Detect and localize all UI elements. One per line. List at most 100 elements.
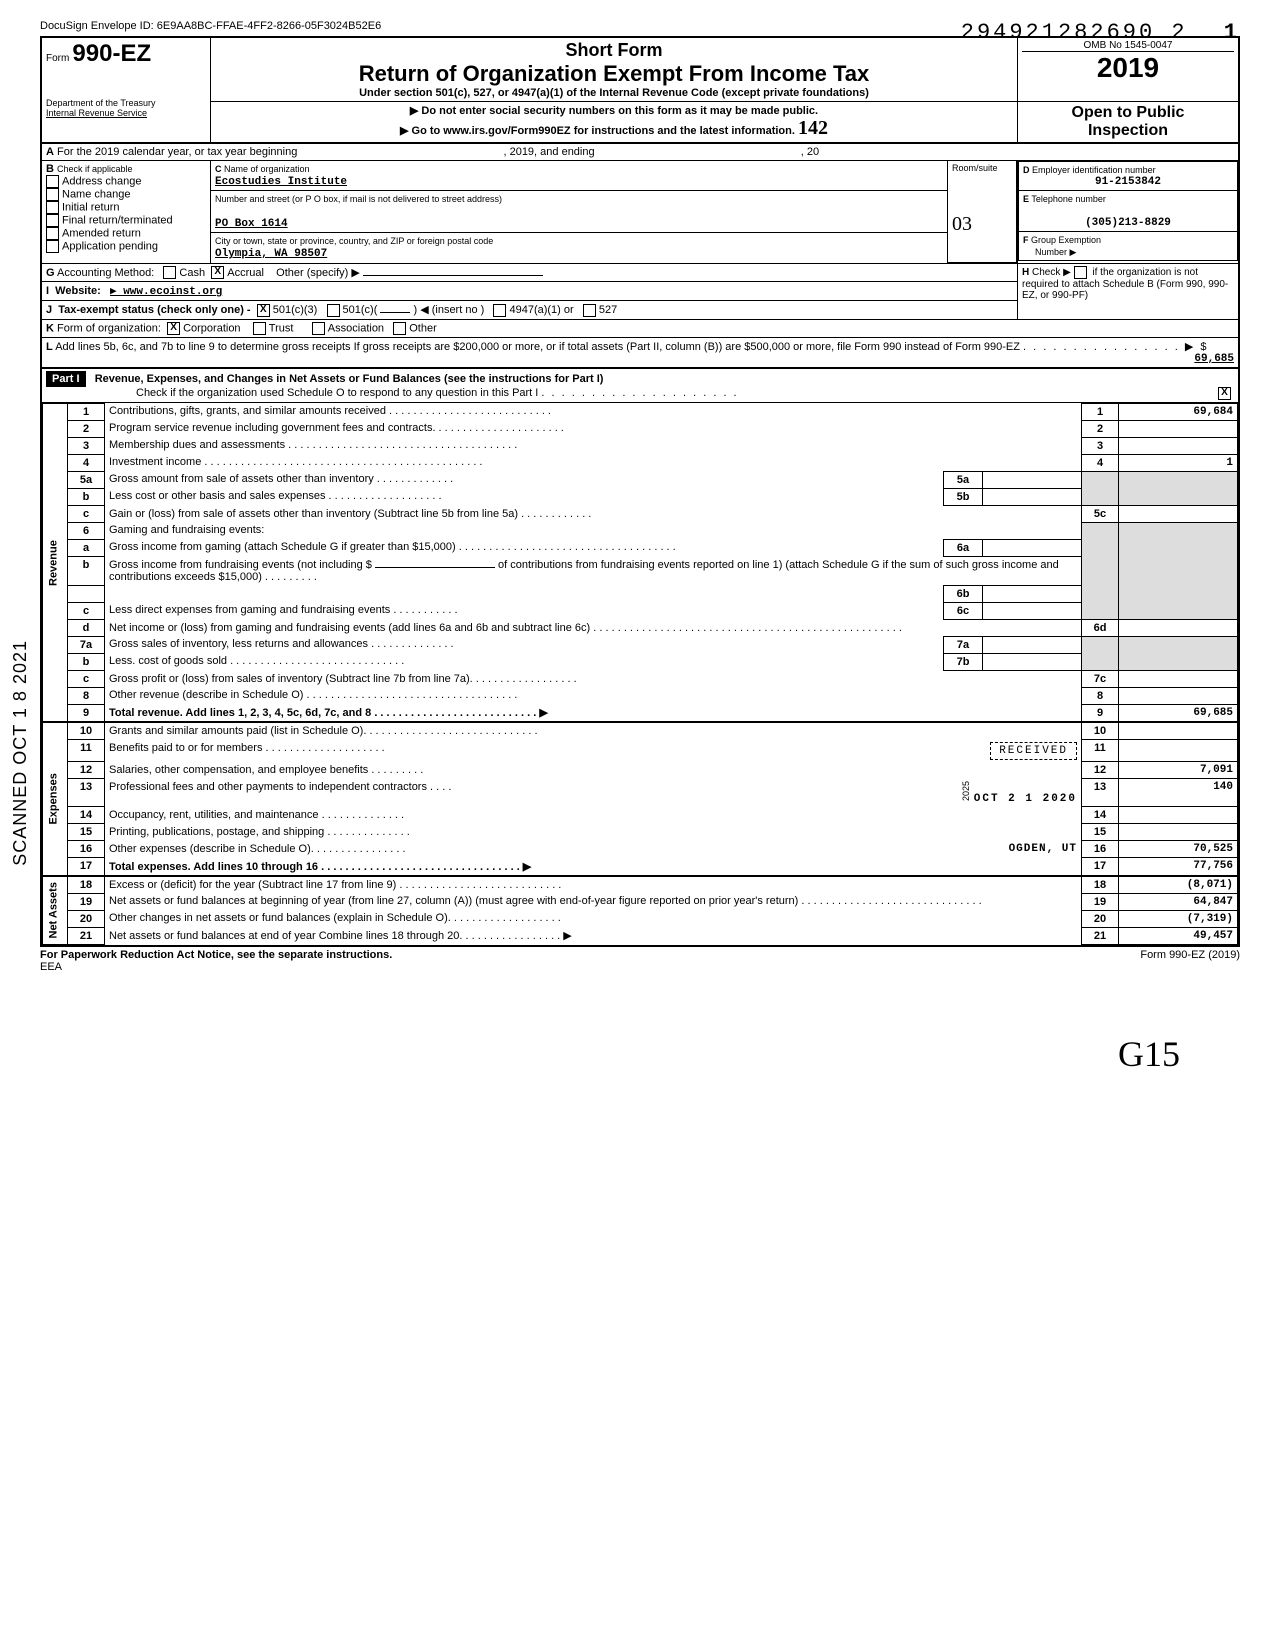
line-14-desc: Occupancy, rent, utilities, and maintena… — [105, 807, 1082, 824]
checkbox-k-other[interactable] — [393, 322, 406, 335]
line-6b-desc: Gross income from fundraising events (no… — [105, 556, 1082, 585]
open-public-1: Open to Public — [1072, 104, 1185, 121]
part1-check-dots: . . . . . . . . . . . . . . . . . . . . — [541, 387, 738, 399]
checkbox-corp[interactable]: X — [167, 322, 180, 335]
part1-title: Revenue, Expenses, and Changes in Net As… — [95, 373, 604, 385]
line-2-amount — [1119, 420, 1238, 437]
checkbox-final-return[interactable] — [46, 214, 59, 227]
line-15-amount — [1119, 824, 1238, 841]
tax-year: 2019 — [1022, 51, 1234, 84]
line-5b-box: 5b — [944, 488, 983, 505]
checkbox-cash[interactable] — [163, 266, 176, 279]
checkbox-accrual[interactable]: X — [211, 266, 224, 279]
j-label: Tax-exempt status (check only one) - — [58, 304, 250, 316]
line-20-rn: 20 — [1082, 910, 1119, 927]
short-form-title: Short Form — [215, 40, 1013, 61]
line-12-rn: 12 — [1082, 762, 1119, 779]
b-addr-change: Address change — [62, 175, 142, 187]
line-4-desc: Investment income . . . . . . . . . . . … — [105, 454, 1082, 471]
line-4-num: 4 — [68, 454, 105, 471]
line-12-desc: Salaries, other compensation, and employ… — [105, 762, 1082, 779]
line-5c-desc: Gain or (loss) from sale of assets other… — [105, 505, 1082, 522]
checkbox-501c[interactable] — [327, 304, 340, 317]
addr-label: Number and street (or P O box, if mail i… — [215, 194, 502, 204]
g-label: Accounting Method: — [57, 267, 154, 279]
line-11-num: 11 — [68, 740, 105, 762]
checkbox-app-pending[interactable] — [46, 240, 59, 253]
checkbox-h[interactable] — [1074, 266, 1087, 279]
line-6d-num: d — [68, 619, 105, 636]
b-name-change: Name change — [62, 188, 131, 200]
checkbox-address-change[interactable] — [46, 175, 59, 188]
line-19-rn: 19 — [1082, 893, 1119, 910]
line-17-desc: Total expenses. Add lines 10 through 16 … — [109, 861, 531, 873]
line-12-amount: 7,091 — [1119, 762, 1238, 779]
f-label: Group Exemption — [1031, 235, 1101, 245]
line-3-rn: 3 — [1082, 437, 1119, 454]
line-5a-mid — [983, 471, 1082, 488]
line-5c-amount — [1119, 505, 1238, 522]
line-6c-mid — [983, 602, 1082, 619]
line-19-desc: Net assets or fund balances at beginning… — [105, 893, 1082, 910]
checkbox-assoc[interactable] — [312, 322, 325, 335]
stamp-2025: 2025 OCT 2 1 2020 — [961, 781, 1077, 805]
checkbox-4947[interactable] — [493, 304, 506, 317]
line-9-num: 9 — [68, 704, 105, 722]
l-amount: 69,685 — [1194, 353, 1234, 365]
room-label: Room/suite — [952, 163, 998, 173]
k-corp: Corporation — [183, 322, 240, 334]
checkbox-trust[interactable] — [253, 322, 266, 335]
line-14-rn: 14 — [1082, 807, 1119, 824]
line-11-desc-wrap: Benefits paid to or for members . . . . … — [105, 740, 1082, 762]
line-18-num: 18 — [68, 876, 105, 894]
line-13-desc-wrap: Professional fees and other payments to … — [105, 779, 1082, 807]
line-2-num: 2 — [68, 420, 105, 437]
line-7b-box: 7b — [944, 653, 983, 670]
website: ▶ www.ecoinst.org — [110, 286, 222, 298]
line-15-rn: 15 — [1082, 824, 1119, 841]
line-6a-num: a — [68, 539, 105, 556]
part1-label: Part I — [46, 371, 86, 387]
line-2-rn: 2 — [1082, 420, 1119, 437]
line-5a-desc: Gross amount from sale of assets other t… — [105, 471, 944, 488]
under-section: Under section 501(c), 527, or 4947(a)(1)… — [215, 87, 1013, 99]
checkbox-amended[interactable] — [46, 227, 59, 240]
line-a-mid: , 2019, and ending — [503, 146, 594, 158]
page-number: 1 — [1224, 20, 1240, 45]
e-label: Telephone number — [1031, 194, 1106, 204]
line-6a-box: 6a — [944, 539, 983, 556]
b-amended: Amended return — [62, 227, 141, 239]
line-7c-rn: 7c — [1082, 670, 1119, 687]
part1-check-text: Check if the organization used Schedule … — [46, 387, 538, 399]
revenue-section-label: Revenue — [43, 403, 68, 722]
line-6-num: 6 — [68, 522, 105, 539]
checkbox-527[interactable] — [583, 304, 596, 317]
checkbox-name-change[interactable] — [46, 188, 59, 201]
checkbox-part1-schedo[interactable]: X — [1218, 387, 1231, 400]
f-label2: Number ▶ — [1023, 247, 1076, 257]
open-public-2: Inspection — [1088, 122, 1168, 139]
top-number: 294921282690 2 1 — [961, 20, 1240, 45]
received-stamp: RECEIVED — [990, 742, 1077, 760]
ein: 91-2153842 — [1023, 176, 1233, 188]
handwritten-03: 03 — [952, 213, 1012, 236]
line-8-num: 8 — [68, 687, 105, 704]
footer-left: For Paperwork Reduction Act Notice, see … — [40, 949, 392, 961]
j-4947: 4947(a)(1) or — [509, 304, 573, 316]
l-dots: . . . . . . . . . . . . . . . . ▶ $ — [1023, 341, 1208, 353]
line-20-amount: (7,319) — [1119, 910, 1238, 927]
line-7b-num: b — [68, 653, 105, 670]
line-5a-box: 5a — [944, 471, 983, 488]
warning-1: Do not enter social security numbers on … — [215, 104, 1013, 117]
line-16-desc: Other expenses (describe in Schedule O).… — [109, 843, 406, 855]
line-12-num: 12 — [68, 762, 105, 779]
b-final: Final return/terminated — [62, 214, 173, 226]
line-10-desc: Grants and similar amounts paid (list in… — [105, 722, 1082, 740]
line-5c-num: c — [68, 505, 105, 522]
checkbox-501c3[interactable]: X — [257, 304, 270, 317]
line-9-rn: 9 — [1082, 704, 1119, 722]
c-label: Name of organization — [224, 164, 310, 174]
checkbox-initial-return[interactable] — [46, 201, 59, 214]
line-19-num: 19 — [68, 893, 105, 910]
line-2-desc: Program service revenue including govern… — [105, 420, 1082, 437]
